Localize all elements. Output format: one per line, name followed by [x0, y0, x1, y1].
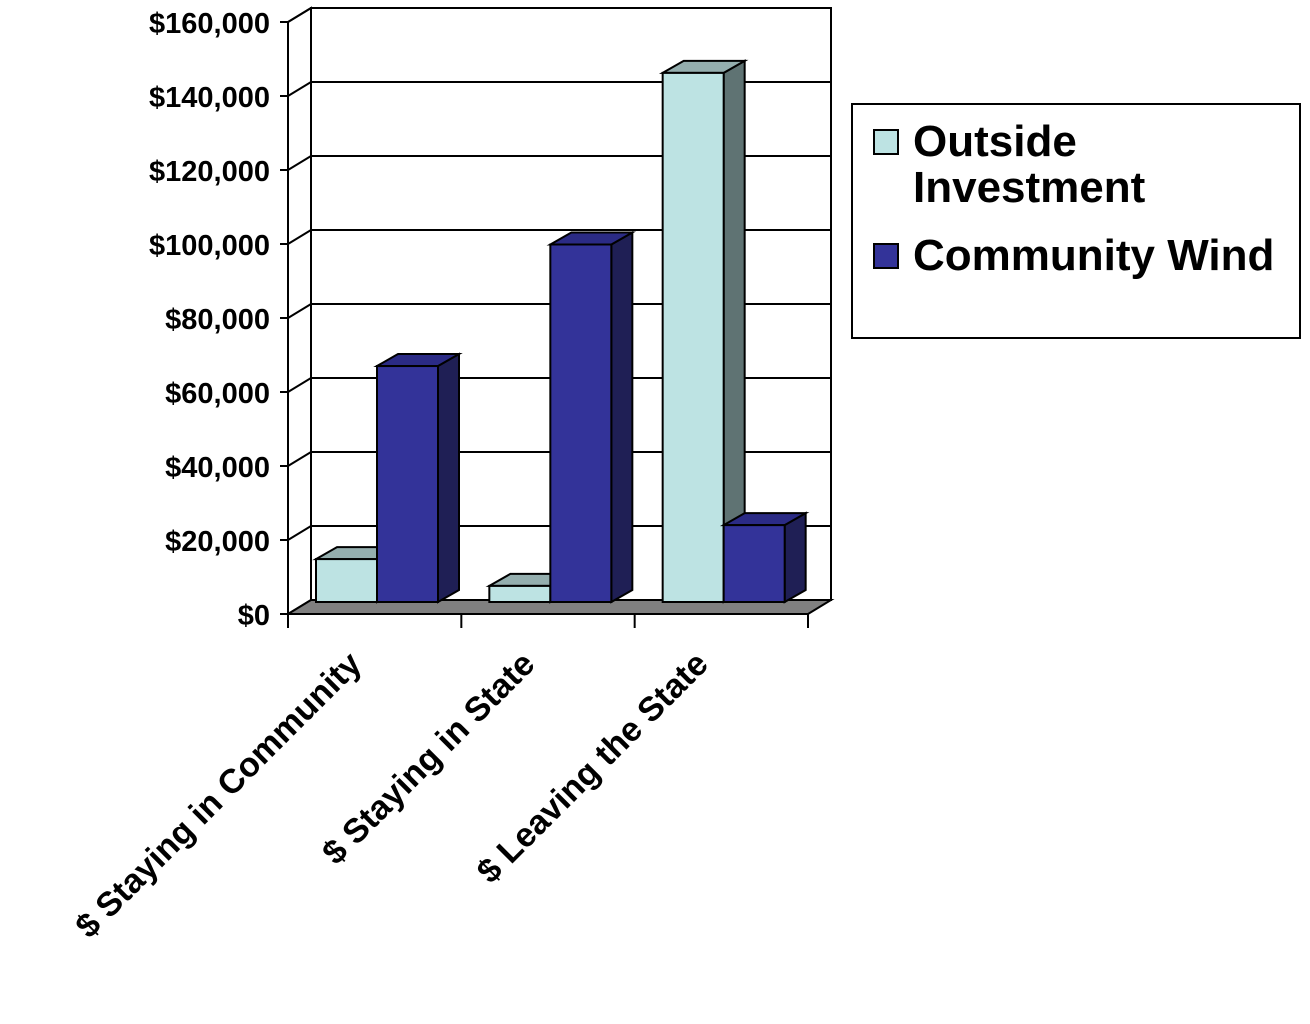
bars — [312, 59, 810, 604]
gridline — [287, 303, 831, 319]
y-tick-label: $60,000 — [165, 378, 270, 410]
gridline — [287, 7, 831, 23]
y-tick-label: $100,000 — [149, 230, 270, 262]
gridline — [287, 451, 831, 467]
legend-item-community-wind: Community Wind — [873, 233, 1303, 279]
y-tick-label: $0 — [238, 600, 270, 632]
y-tick-label: $120,000 — [149, 156, 270, 188]
legend-label: Outside Investment — [913, 117, 1146, 212]
legend-swatch-outside-investment — [873, 129, 899, 155]
bar-outside-investment — [658, 59, 749, 604]
legend-label: Community Wind — [913, 231, 1275, 280]
gridline — [287, 229, 831, 245]
axes — [280, 21, 809, 628]
y-axis-labels: $0 $20,000 $40,000 $60,000 $80,000 $100,000 $1… — [149, 8, 270, 632]
legend: Outside Investment Community Wind — [851, 103, 1301, 339]
bar-front — [549, 243, 613, 603]
gridline — [287, 525, 831, 541]
bar-front — [722, 524, 786, 604]
x-tick-label: $ Staying in Community — [68, 645, 369, 946]
y-tick-label: $20,000 — [165, 526, 270, 558]
y-tick-label: $160,000 — [149, 8, 270, 40]
bar-community-wind — [373, 352, 463, 604]
bar-side — [610, 230, 634, 604]
bar-side — [437, 352, 460, 604]
y-tick-label: $80,000 — [165, 304, 270, 336]
x-axis-labels: $ Staying in Community$ Staying in State… — [68, 645, 715, 946]
gridline — [287, 155, 831, 171]
y-tick-label: $140,000 — [149, 82, 270, 114]
bar-community-wind — [546, 230, 637, 604]
bar-front — [376, 365, 439, 603]
bar-front — [661, 71, 725, 603]
bar-front — [315, 558, 378, 603]
bar-community-wind — [719, 511, 810, 604]
legend-swatch-community-wind — [873, 243, 899, 269]
y-tick-label: $40,000 — [165, 452, 270, 484]
legend-item-outside-investment: Outside Investment — [873, 119, 1303, 211]
bar-front — [488, 584, 552, 603]
bar-side — [783, 511, 807, 604]
gridline — [287, 81, 831, 97]
gridline — [287, 377, 831, 393]
